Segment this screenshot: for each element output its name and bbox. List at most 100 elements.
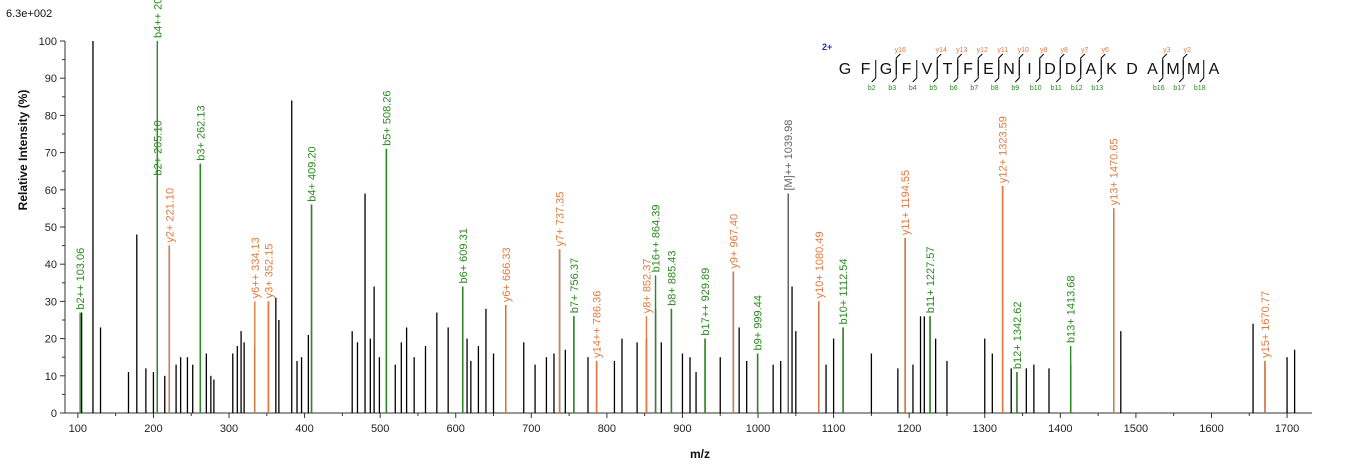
- b-fragment-bracket: [1158, 60, 1164, 83]
- y-tick-label: 0: [51, 408, 57, 420]
- sequence-residue: I: [1027, 61, 1031, 78]
- y-fragment-bracket: [998, 53, 1004, 75]
- y-fragment-label: y8: [1061, 47, 1069, 54]
- y-fragment-label: y10: [1018, 47, 1029, 54]
- sequence-residue: T: [943, 61, 953, 78]
- b-fragment-bracket: [932, 60, 938, 83]
- ion-label-y: y11+ 1194.55: [900, 170, 912, 235]
- b-fragment-bracket: [1178, 60, 1184, 83]
- b-fragment-label: b16: [1153, 85, 1165, 92]
- sequence-residue: E: [983, 61, 994, 78]
- b-fragment-label: b12: [1071, 85, 1083, 92]
- ion-label-y: y14++ 786.36: [592, 291, 604, 358]
- y-tick-label: 100: [39, 36, 57, 48]
- x-axis: 100 200 300 400 500 600 700 800 900 1000 1100 1200 1…: [65, 412, 1312, 435]
- y-tick-label: 60: [45, 185, 57, 197]
- b-fragment-bracket: [1014, 60, 1020, 83]
- sequence-residue: D: [1065, 61, 1077, 78]
- y-fragment-label: y16: [895, 47, 906, 54]
- x-tick-label: 1500: [1124, 423, 1148, 435]
- b-fragment-label: b8: [991, 85, 999, 92]
- x-tick-label: 800: [598, 423, 616, 435]
- sequence-residue: M: [1166, 61, 1179, 78]
- ion-label-b: b11+ 1227.57: [925, 246, 937, 313]
- ion-label-b: b5+ 508.26: [381, 91, 393, 146]
- ion-label-b: b13+ 1413.68: [1066, 275, 1078, 343]
- ion-label-b: b8+ 885.43: [666, 250, 678, 305]
- sequence-residue: D: [1126, 61, 1138, 78]
- b-fragment-label: b4: [909, 85, 917, 92]
- b-fragment-bracket: [912, 60, 918, 83]
- y-tick-label: 70: [45, 148, 57, 160]
- b-fragment-label: b18: [1194, 85, 1206, 92]
- b-fragment-label: b10: [1030, 85, 1042, 92]
- y-fragment-bracket: [936, 53, 942, 75]
- b-fragment-bracket: [994, 60, 1000, 83]
- ion-label-y: y8+ 852.37: [641, 259, 653, 314]
- x-tick-label: 100: [69, 423, 87, 435]
- y-fragment-label: y3: [1163, 47, 1171, 54]
- b-fragment-bracket: [891, 60, 897, 83]
- sequence-residue: D: [1044, 61, 1056, 78]
- sequence-residue: K: [1106, 61, 1117, 78]
- ion-label-y: y15+ 1670.77: [1260, 291, 1272, 358]
- y-tick-label: 90: [45, 73, 57, 85]
- ion-label-b: b4+ 409.20: [307, 146, 319, 201]
- b-fragment-bracket: [953, 60, 959, 83]
- b-fragment-label: b6: [950, 85, 958, 92]
- ion-label-b: b2++ 103.06: [75, 248, 87, 310]
- b-fragment-label: b11: [1051, 85, 1062, 92]
- b-fragment-label: b7: [970, 85, 978, 92]
- y-fragment-label: y8: [1040, 47, 1048, 54]
- x-tick-label: 200: [144, 423, 162, 435]
- ion-annotations: b2++ 103.06 b2+ 205.10 b4++ 205.10 y2+ 221.…: [75, 0, 1272, 413]
- sequence-residue: F: [963, 61, 973, 78]
- b-fragment-bracket: [1055, 60, 1061, 83]
- ion-label-M: [M]++ 1039.98: [783, 120, 795, 191]
- b-fragment-label: b3: [888, 85, 896, 92]
- sequence-residue: G: [880, 61, 892, 78]
- ion-label-y: y7+ 737.35: [555, 192, 567, 247]
- b-fragment-bracket: [1199, 60, 1205, 83]
- x-tick-label: 300: [220, 423, 238, 435]
- y-fragment-label: y13: [956, 47, 967, 54]
- x-tick-label: 600: [447, 423, 465, 435]
- b-fragment-bracket: [1035, 60, 1041, 83]
- b-fragment-bracket: [973, 60, 979, 83]
- y-fragment-label: y2: [1184, 47, 1192, 54]
- y-axis-title: Relative Intensity (%): [16, 90, 30, 211]
- b-fragment-label: b13: [1091, 85, 1103, 92]
- ion-label-y: y10+ 1080.49: [814, 231, 826, 298]
- ion-label-b: b16++ 864.39: [651, 204, 663, 272]
- ion-label-b: b17++ 929.89: [700, 268, 712, 336]
- ion-label-b: b2+ 205.10: [152, 120, 164, 175]
- x-tick-label: 1400: [1048, 423, 1072, 435]
- y-fragment-label: y12: [977, 47, 988, 54]
- ion-label-b: b3+ 262.13: [195, 105, 207, 160]
- b-fragment-bracket: [1076, 60, 1082, 83]
- sequence-residue: F: [902, 61, 912, 78]
- ion-label-b: b4++ 205.10: [152, 0, 164, 38]
- x-tick-label: 1000: [746, 423, 770, 435]
- ion-label-y: y2+ 221.10: [164, 188, 176, 243]
- y-fragment-bracket: [1059, 53, 1065, 75]
- y-tick-label: 30: [45, 296, 57, 308]
- y-fragment-bracket: [1100, 53, 1106, 75]
- y-fragment-label: y6: [1102, 47, 1110, 54]
- sequence-residue: A: [1209, 61, 1220, 78]
- ion-label-y: y6++ 334.13: [250, 237, 262, 298]
- ion-label-y: y6+ 666.33: [501, 247, 513, 302]
- y-fragment-bracket: [1080, 53, 1086, 75]
- sequence-residue: G: [839, 61, 851, 78]
- sequence-residue: A: [1147, 61, 1158, 78]
- ion-label-y: y9+ 967.40: [728, 214, 740, 269]
- y-tick-label: 40: [45, 259, 57, 271]
- y-tick-label: 80: [45, 110, 57, 122]
- ion-label-y: y13+ 1470.65: [1109, 138, 1121, 205]
- y-fragment-label: y14: [936, 47, 947, 54]
- y-tick-label: 20: [45, 334, 57, 346]
- y-fragment-bracket: [957, 53, 963, 75]
- y-fragment-bracket: [977, 53, 983, 75]
